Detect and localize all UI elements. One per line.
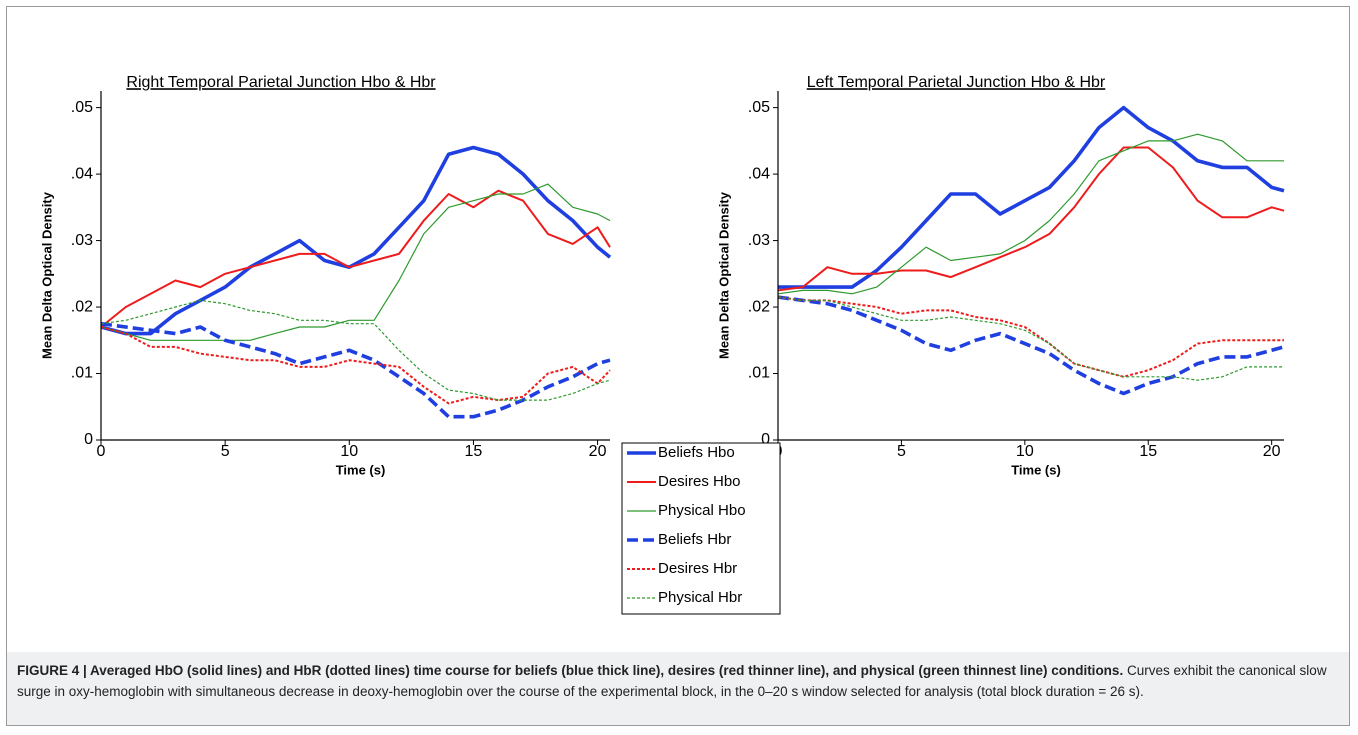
figure: Right Temporal Parietal Junction Hbo & H… — [39, 74, 1285, 615]
x-axis-label: Time (s) — [1011, 462, 1061, 477]
caption-text: Curves exhibit the canonical slow surge … — [17, 663, 1327, 699]
data-line — [100, 299, 611, 401]
legend-label: Physical Hbo — [658, 502, 746, 519]
y-tick-label: .03 — [71, 232, 93, 249]
y-tick-label: 0 — [84, 431, 93, 448]
caption: FIGURE 4 | Averaged HbO (solid lines) an… — [7, 652, 1349, 725]
x-tick-label: 15 — [465, 443, 483, 460]
y-tick-label: .01 — [71, 365, 93, 382]
x-axis-label: Time (s) — [336, 462, 386, 477]
y-tick-label: .03 — [748, 232, 770, 249]
data-line — [777, 146, 1285, 292]
data-line — [777, 133, 1284, 295]
data-line — [778, 105, 1285, 289]
legend-box — [621, 442, 781, 615]
y-tick-label: .02 — [748, 298, 770, 315]
x-tick-label: 5 — [897, 443, 906, 460]
data-line — [100, 326, 611, 405]
data-line — [100, 321, 611, 419]
legend-label: Desires Hbo — [658, 473, 741, 490]
legend-label: Beliefs Hbr — [658, 531, 731, 548]
legend-label: Physical Hbr — [658, 589, 742, 606]
x-tick-label: 10 — [340, 443, 358, 460]
y-tick-label: .02 — [71, 298, 93, 315]
x-tick-label: 15 — [1139, 443, 1157, 460]
data-line — [100, 183, 611, 341]
data-line — [100, 189, 611, 328]
chart-title: Left Temporal Parietal Junction Hbo & Hb… — [807, 74, 1106, 91]
x-tick-label: 20 — [589, 443, 607, 460]
data-line — [777, 296, 1284, 378]
caption-label: FIGURE 4 | Averaged HbO (solid lines) an… — [17, 663, 1124, 678]
y-tick-label: 0 — [761, 431, 770, 448]
y-tick-label: .05 — [71, 99, 93, 116]
y-axis-label: Mean Delta Optical Density — [39, 191, 54, 359]
x-tick-label: 20 — [1263, 443, 1281, 460]
chart-title: Right Temporal Parietal Junction Hbo & H… — [126, 74, 436, 91]
data-line — [100, 145, 612, 336]
x-tick-label: 0 — [97, 443, 106, 460]
x-tick-label: 5 — [221, 443, 230, 460]
y-tick-label: .04 — [71, 165, 93, 182]
y-tick-label: .01 — [748, 365, 770, 382]
data-line — [777, 296, 1284, 381]
data-line — [777, 295, 1285, 396]
legend-label: Desires Hbr — [658, 560, 737, 577]
y-tick-label: .05 — [748, 99, 770, 116]
figure-frame — [6, 6, 1350, 726]
y-tick-label: .04 — [748, 165, 770, 182]
legend-label: Beliefs Hbo — [658, 444, 735, 461]
y-axis-label: Mean Delta Optical Density — [716, 191, 731, 359]
x-tick-label: 10 — [1016, 443, 1034, 460]
